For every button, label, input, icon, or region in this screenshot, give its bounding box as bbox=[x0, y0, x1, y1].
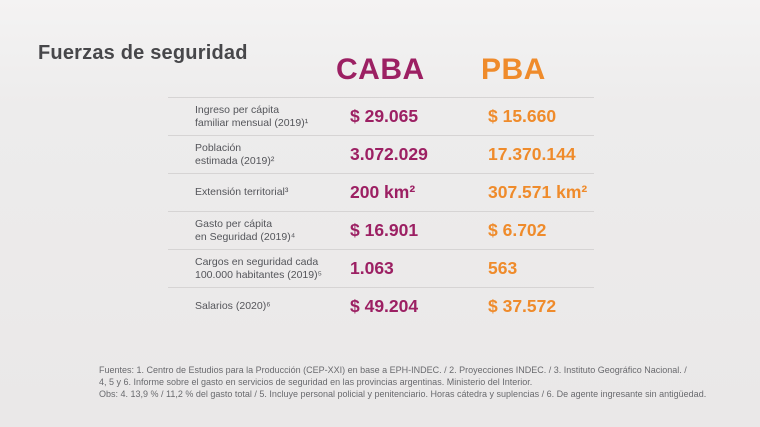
value-caba: $ 29.065 bbox=[350, 106, 419, 126]
column-header-caba: CABA bbox=[336, 53, 425, 86]
source-line-1: Fuentes: 1. Centro de Estudios para la P… bbox=[99, 365, 687, 375]
value-pba: $ 15.660 bbox=[488, 106, 557, 126]
value-caba: 200 km² bbox=[350, 182, 416, 202]
row-label: Extensión territorial³ bbox=[195, 186, 289, 198]
page-title: Fuerzas de seguridad bbox=[38, 42, 248, 65]
row-label: Salarios (2020)⁶ bbox=[195, 300, 271, 312]
table-row-salarios: Salarios (2020)⁶ $ 49.204 $ 37.572 bbox=[168, 287, 594, 325]
row-label: Ingreso per cápita familiar mensual (201… bbox=[195, 103, 309, 129]
column-headers: CABA PBA bbox=[168, 53, 594, 97]
row-label: Cargos en seguridad cada 100.000 habitan… bbox=[195, 255, 322, 281]
value-pba: $ 37.572 bbox=[488, 296, 557, 316]
value-pba: 17.370.144 bbox=[488, 144, 576, 164]
value-caba: $ 16.901 bbox=[350, 220, 419, 240]
value-caba: 1.063 bbox=[350, 258, 394, 278]
table-row-ingreso: Ingreso per cápita familiar mensual (201… bbox=[168, 97, 594, 135]
value-caba: 3.072.029 bbox=[350, 144, 428, 164]
row-label: Gasto per cápita en Seguridad (2019)⁴ bbox=[195, 217, 296, 243]
value-pba: 307.571 km² bbox=[488, 182, 588, 202]
table-row-extension: Extensión territorial³ 200 km² 307.571 k… bbox=[168, 173, 594, 211]
column-header-pba: PBA bbox=[481, 53, 546, 86]
source-line-3: Obs: 4. 13,9 % / 11,2 % del gasto total … bbox=[99, 388, 707, 399]
table-row-gasto: Gasto per cápita en Seguridad (2019)⁴ $ … bbox=[168, 211, 594, 249]
value-pba: 563 bbox=[488, 258, 518, 278]
row-label: Población estimada (2019)² bbox=[195, 141, 275, 167]
source-line-2: 4, 5 y 6. Informe sobre el gasto en serv… bbox=[99, 376, 533, 387]
value-caba: $ 49.204 bbox=[350, 296, 419, 316]
comparison-table: CABA PBA Ingreso per cápita familiar men… bbox=[168, 53, 594, 325]
source-notes: Fuentes: 1. Centro de Estudios para la P… bbox=[99, 365, 706, 400]
table-row-cargos: Cargos en seguridad cada 100.000 habitan… bbox=[168, 249, 594, 287]
table-row-poblacion: Población estimada (2019)² 3.072.029 17.… bbox=[168, 135, 594, 173]
value-pba: $ 6.702 bbox=[488, 220, 547, 240]
